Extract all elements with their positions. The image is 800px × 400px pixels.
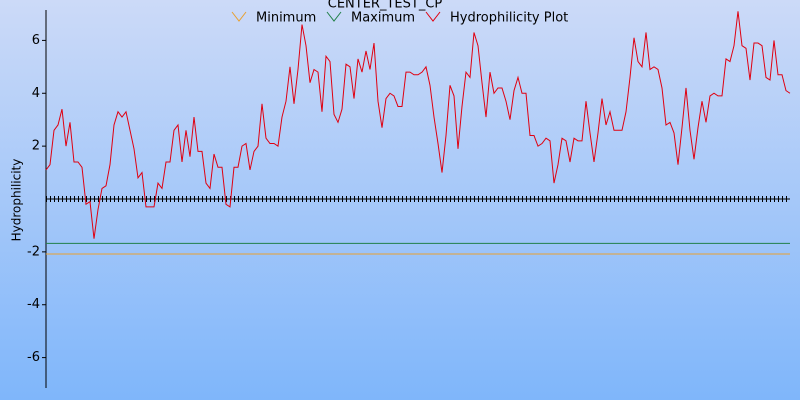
legend-swatch bbox=[231, 11, 247, 22]
y-tick-label: -6 bbox=[27, 350, 40, 365]
y-tick-label: 4 bbox=[32, 86, 40, 101]
data-line bbox=[45, 11, 791, 239]
y-tick-label: -4 bbox=[27, 297, 40, 312]
legend-swatch bbox=[326, 11, 342, 22]
y-tick-label: 6 bbox=[32, 33, 40, 48]
legend-label: Maximum bbox=[351, 11, 415, 26]
chart-title: CENTER_TEST_CP bbox=[328, 0, 443, 12]
y-tick-label: 2 bbox=[32, 139, 40, 154]
legend-swatch bbox=[425, 11, 441, 22]
y-tick-label: -2 bbox=[27, 244, 40, 259]
legend-label: Hydrophilicity Plot bbox=[450, 11, 568, 26]
y-axis-label: Hydrophilicity bbox=[10, 159, 24, 242]
legend-label: Minimum bbox=[256, 11, 316, 26]
